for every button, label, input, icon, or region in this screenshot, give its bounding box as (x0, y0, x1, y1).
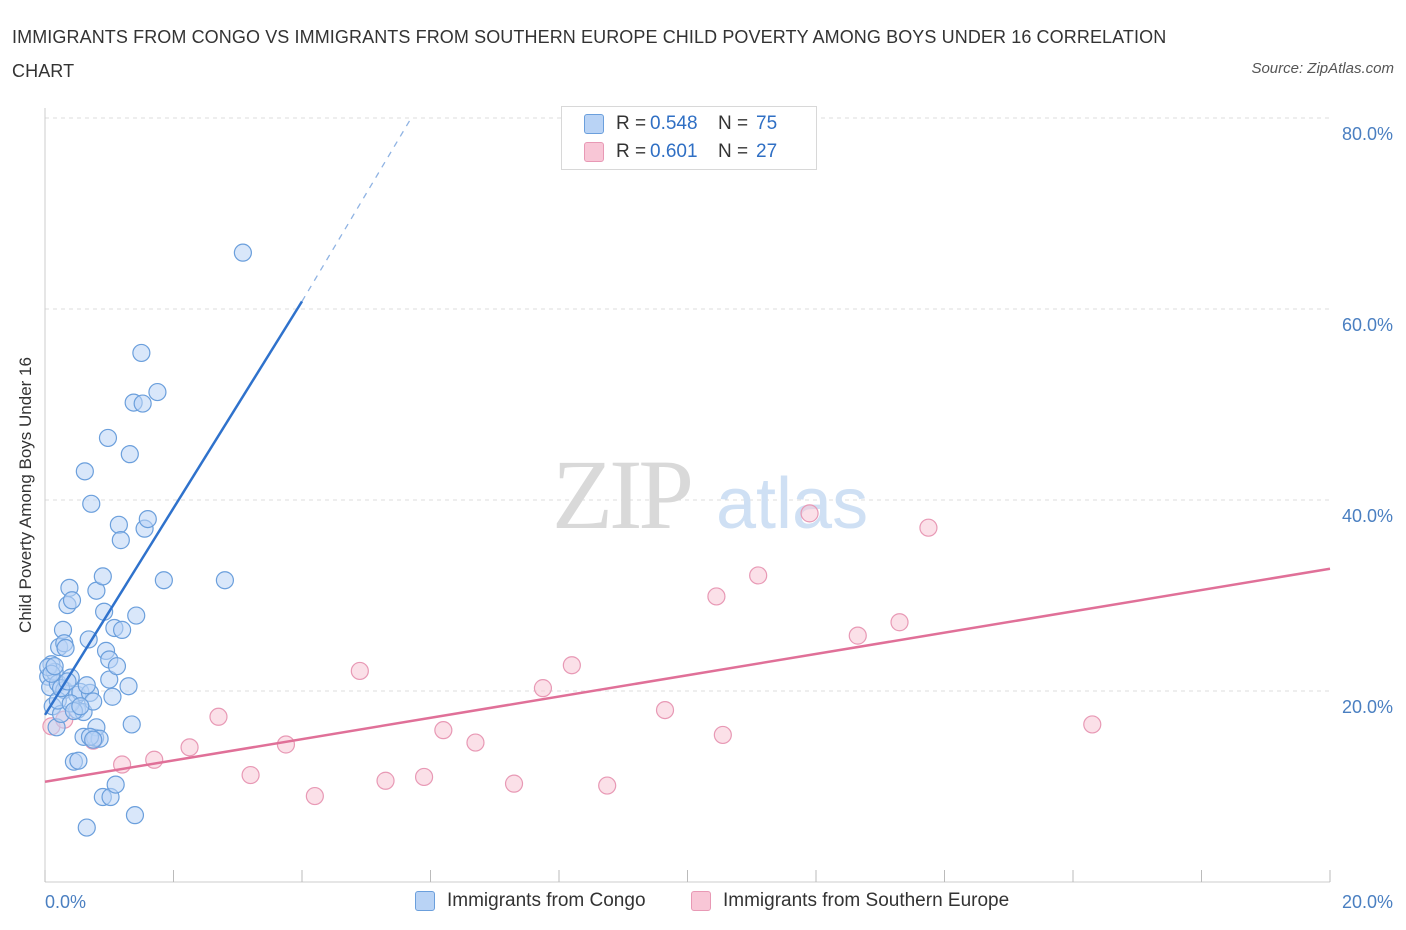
congo-point (93, 567, 112, 586)
legend-label-southern-europe: Immigrants from Southern Europe (723, 890, 1010, 911)
congo-point (154, 571, 173, 590)
correlation-legend: R = 0.548 N = 75 R = 0.601 N = 27 (561, 106, 817, 170)
congo-trend-line (43, 300, 304, 716)
x-tick-label: 0.0% (45, 892, 86, 912)
series-legend: Immigrants from Congo Immigrants from So… (0, 888, 1406, 918)
southern-europe-point (533, 679, 553, 698)
congo-point (100, 670, 119, 689)
southern-europe-point (504, 774, 524, 793)
congo-point (122, 715, 141, 734)
southern-europe-point (800, 504, 819, 523)
watermark-zip: ZIP (552, 439, 690, 550)
southern-europe-point (241, 765, 260, 785)
congo-point (75, 462, 94, 481)
congo-swatch (415, 891, 435, 911)
southern-europe-point (376, 771, 395, 790)
southern-europe-point (713, 725, 732, 745)
congo-points (39, 243, 252, 837)
congo-point (215, 571, 234, 590)
congo-point (125, 806, 145, 825)
legend-item-southern-europe[interactable]: Immigrants from Southern Europe (691, 890, 1009, 912)
congo-point (45, 657, 64, 676)
southern-europe-point (1083, 715, 1102, 734)
congo-point (106, 775, 125, 794)
r-label: R = (616, 141, 647, 162)
congo-point (103, 687, 122, 706)
congo-swatch (584, 114, 604, 134)
congo-point (233, 243, 252, 262)
y-tick-label: 80.0% (1342, 124, 1393, 144)
southern-europe-trend-line (44, 567, 1331, 783)
y-tick-label: 60.0% (1342, 315, 1393, 335)
southern-europe-point (707, 587, 726, 606)
congo-point (84, 730, 103, 749)
southern-europe-point (749, 566, 768, 585)
congo-point (79, 630, 98, 649)
congo-point (109, 515, 128, 534)
legend-row-southern-europe: R = 0.601 N = 27 (584, 139, 777, 165)
congo-trend-extension (301, 117, 412, 302)
southern-europe-point (598, 776, 617, 795)
axes (44, 108, 1331, 883)
southern-europe-point (562, 656, 581, 675)
congo-point (62, 591, 82, 610)
congo-point (111, 531, 130, 550)
southern-europe-swatch (584, 142, 604, 162)
southern-europe-point (180, 738, 199, 757)
southern-europe-point (466, 733, 485, 752)
congo-point (119, 677, 138, 696)
watermark-atlas: atlas (716, 464, 868, 544)
congo-point (56, 638, 75, 658)
southern-europe-point (434, 721, 453, 740)
r-value: 0.601 (650, 141, 698, 162)
southern-europe-point (655, 700, 675, 720)
southern-europe-point (848, 626, 867, 645)
southern-europe-swatch (691, 891, 711, 911)
southern-europe-point (350, 661, 369, 681)
n-value: 75 (756, 113, 778, 134)
r-value: 0.548 (650, 113, 698, 134)
southern-europe-point (919, 518, 938, 537)
n-label: N = (718, 113, 749, 134)
congo-point (77, 676, 96, 695)
congo-point (120, 445, 139, 464)
southern-europe-point (414, 767, 434, 787)
watermark: ZIP atlas (552, 439, 868, 550)
trend-lines (43, 117, 1331, 783)
congo-point (77, 818, 96, 837)
source-label: Source: ZipAtlas.com (1251, 60, 1394, 77)
congo-point (71, 697, 90, 716)
legend-row-congo: R = 0.548 N = 75 (584, 111, 777, 137)
legend-label-congo: Immigrants from Congo (447, 890, 646, 911)
y-tick-label: 20.0% (1342, 697, 1393, 717)
chart-title: IMMIGRANTS FROM CONGO VS IMMIGRANTS FROM… (12, 27, 1167, 81)
congo-point (69, 751, 88, 770)
congo-point (148, 382, 167, 402)
congo-point (138, 509, 157, 529)
r-label: R = (616, 113, 647, 134)
n-value: 27 (756, 141, 778, 162)
southern-europe-point (890, 613, 909, 632)
congo-point (98, 428, 118, 448)
n-label: N = (718, 141, 749, 162)
congo-point (132, 343, 151, 363)
congo-point (127, 606, 146, 625)
x-tick-label: 20.0% (1342, 892, 1393, 912)
tick-labels: 20.0% 40.0% 60.0% 80.0% 0.0% 20.0% (45, 124, 1393, 912)
southern-europe-point (209, 707, 228, 726)
legend-item-congo[interactable]: Immigrants from Congo (415, 890, 646, 912)
congo-point (112, 620, 132, 639)
congo-point (133, 394, 152, 413)
southern-europe-point (305, 786, 324, 806)
congo-point (82, 494, 101, 513)
southern-europe-point (276, 735, 296, 754)
congo-point (107, 657, 127, 676)
y-tick-label: 40.0% (1342, 506, 1393, 526)
